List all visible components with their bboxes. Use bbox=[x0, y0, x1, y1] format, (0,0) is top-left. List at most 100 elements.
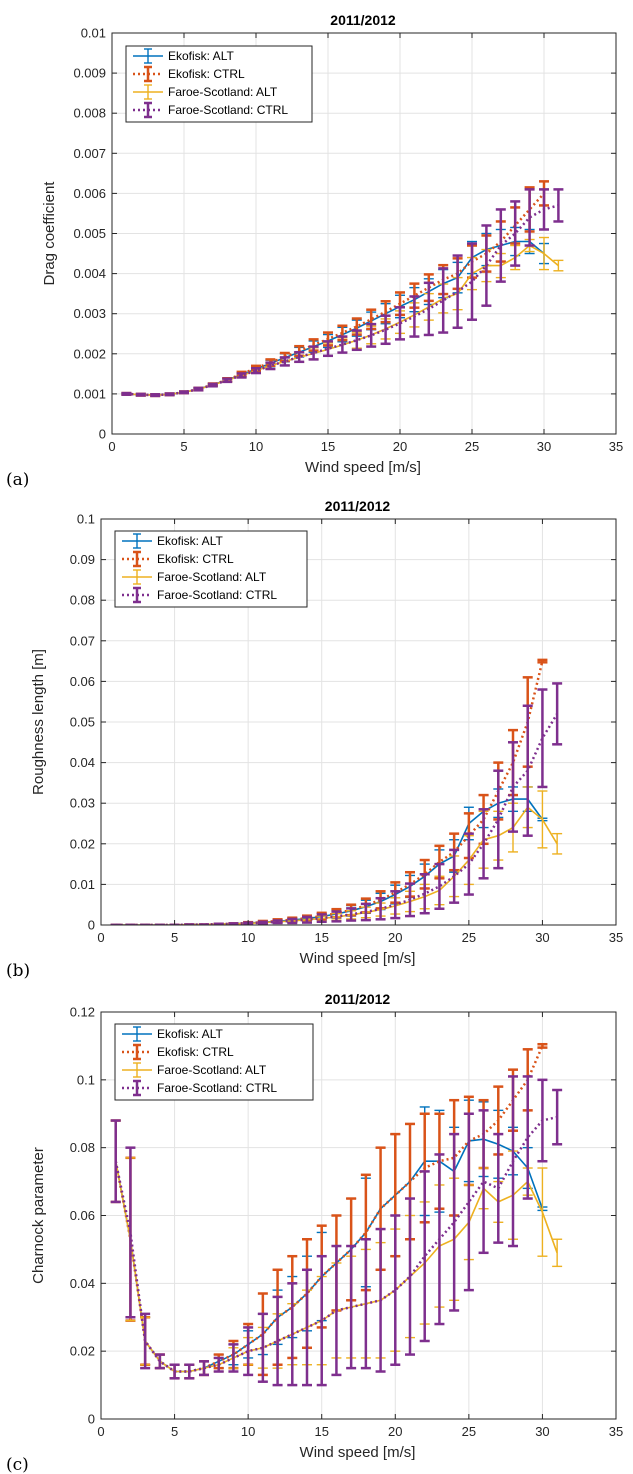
series-line bbox=[115, 798, 544, 925]
y-tick-label: 0.004 bbox=[73, 266, 106, 281]
x-tick-label: 10 bbox=[241, 1424, 255, 1439]
x-tick-label: 20 bbox=[388, 930, 402, 945]
legend-entry-label: Faroe-Scotland: CTRL bbox=[157, 588, 277, 602]
y-tick-label: 0.04 bbox=[70, 1276, 95, 1291]
legend: Ekofisk: ALT Ekofisk: CTRL Faroe-Scotland:… bbox=[114, 530, 308, 608]
x-tick-label: 35 bbox=[609, 930, 623, 945]
series-line bbox=[126, 240, 545, 396]
series-faroe-ctrl bbox=[121, 188, 564, 398]
y-tick-label: 0 bbox=[88, 918, 95, 933]
x-tick-label: 5 bbox=[171, 930, 178, 945]
x-axis-label: Wind speed [m/s] bbox=[300, 950, 416, 967]
x-tick-label: 10 bbox=[241, 930, 255, 945]
chart-title: 2011/2012 bbox=[325, 991, 391, 1007]
x-tick-label: 15 bbox=[314, 930, 328, 945]
y-tick-label: 0 bbox=[88, 1412, 95, 1427]
x-tick-label: 20 bbox=[388, 1424, 402, 1439]
y-tick-label: 0.04 bbox=[70, 755, 95, 770]
y-tick-label: 0 bbox=[99, 427, 106, 442]
x-tick-label: 0 bbox=[97, 1424, 104, 1439]
y-tick-label: 0.09 bbox=[70, 552, 95, 567]
series-ekofisk-alt bbox=[110, 1099, 548, 1380]
x-tick-label: 25 bbox=[462, 930, 476, 945]
legend-entry-label: Faroe-Scotland: ALT bbox=[168, 85, 278, 99]
series-ekofisk-ctrl bbox=[121, 180, 549, 398]
legend-entry-label: Faroe-Scotland: CTRL bbox=[168, 103, 288, 117]
chart-panel-a: 0 5 10 15 20 25 30 35 0 0.001 0.002 0.003 0.004 0.005… bbox=[6, 12, 623, 490]
series-faroe-ctrl bbox=[110, 1075, 563, 1387]
y-tick-label: 0.007 bbox=[73, 146, 106, 161]
y-tick-label: 0.02 bbox=[70, 1344, 95, 1359]
y-tick-label: 0.07 bbox=[70, 633, 95, 648]
legend: Ekofisk: ALT Ekofisk: CTRL Faroe-Scotland:… bbox=[114, 1023, 314, 1101]
legend-box bbox=[125, 45, 313, 123]
y-tick-label: 0.001 bbox=[73, 386, 106, 401]
legend: Ekofisk: ALT Ekofisk: CTRL Faroe-Scotland:… bbox=[125, 45, 313, 123]
x-tick-label: 0 bbox=[97, 930, 104, 945]
x-tick-label: 0 bbox=[108, 439, 115, 454]
chart-panel-b: 0 5 10 15 20 25 30 35 0 0.01 0.02 0.03 0.04 0.05 0.06 0… bbox=[6, 498, 623, 981]
panel-label: (b) bbox=[6, 961, 30, 981]
y-tick-label: 0.08 bbox=[70, 1140, 95, 1155]
x-tick-label: 15 bbox=[314, 1424, 328, 1439]
x-tick-label: 30 bbox=[537, 439, 551, 454]
series-line bbox=[114, 1115, 558, 1373]
series-ekofisk-alt bbox=[110, 786, 548, 925]
x-tick-label: 35 bbox=[609, 1424, 623, 1439]
y-axis-label: Charnock parameter bbox=[30, 1147, 47, 1284]
x-tick-label: 35 bbox=[609, 439, 623, 454]
series-group bbox=[110, 1042, 563, 1387]
y-tick-label: 0.02 bbox=[70, 836, 95, 851]
legend-entry-label: Ekofisk: CTRL bbox=[157, 552, 234, 566]
legend-entry-label: Ekofisk: CTRL bbox=[157, 1045, 234, 1059]
series-line bbox=[115, 806, 558, 925]
x-axis-label: Wind speed [m/s] bbox=[305, 459, 421, 476]
x-tick-label: 30 bbox=[535, 1424, 549, 1439]
y-tick-label: 0.06 bbox=[70, 674, 95, 689]
y-axis-label: Drag coefficient bbox=[41, 181, 58, 286]
series-ekofisk-ctrl bbox=[110, 658, 548, 925]
panel-label: (c) bbox=[6, 1455, 29, 1474]
y-tick-label: 0.006 bbox=[73, 186, 106, 201]
legend-entry-label: Ekofisk: ALT bbox=[157, 1027, 223, 1041]
y-tick-label: 0.01 bbox=[70, 877, 95, 892]
y-tick-label: 0.01 bbox=[81, 26, 106, 41]
x-tick-label: 15 bbox=[321, 439, 335, 454]
series-line bbox=[126, 192, 545, 397]
chart-panel-c: 0 5 10 15 20 25 30 35 0 0.02 0.04 0.06 0.08 0.1 0.12 20… bbox=[6, 991, 623, 1474]
panel-label: (a) bbox=[6, 470, 29, 490]
x-tick-label: 10 bbox=[249, 439, 263, 454]
legend-entry-label: Ekofisk: ALT bbox=[157, 534, 223, 548]
y-axis-label: Roughness length [m] bbox=[30, 649, 47, 795]
series-line bbox=[126, 244, 559, 396]
series-line bbox=[115, 713, 559, 925]
legend-entry-label: Ekofisk: CTRL bbox=[168, 67, 245, 81]
y-tick-label: 0.06 bbox=[70, 1208, 95, 1223]
x-tick-label: 30 bbox=[535, 930, 549, 945]
y-tick-label: 0.12 bbox=[70, 1005, 95, 1020]
chart-title: 2011/2012 bbox=[330, 12, 396, 28]
y-tick-label: 0.002 bbox=[73, 346, 106, 361]
x-axis-label: Wind speed [m/s] bbox=[300, 1444, 416, 1461]
series-faroe-ctrl bbox=[110, 682, 563, 925]
x-tick-label: 5 bbox=[171, 1424, 178, 1439]
y-tick-label: 0.08 bbox=[70, 593, 95, 608]
series-group bbox=[110, 658, 563, 925]
series-faroe-alt bbox=[110, 786, 563, 925]
series-line bbox=[114, 1138, 544, 1373]
legend-entry-label: Faroe-Scotland: CTRL bbox=[157, 1081, 277, 1095]
x-tick-label: 5 bbox=[180, 439, 187, 454]
y-tick-label: 0.005 bbox=[73, 226, 106, 241]
series-group bbox=[121, 180, 564, 398]
series-line bbox=[114, 1045, 544, 1373]
x-tick-label: 25 bbox=[465, 439, 479, 454]
y-tick-label: 0.05 bbox=[70, 715, 95, 730]
y-tick-label: 0.008 bbox=[73, 106, 106, 121]
series-line bbox=[115, 660, 544, 925]
y-tick-label: 0.003 bbox=[73, 306, 106, 321]
x-tick-label: 20 bbox=[393, 439, 407, 454]
chart-title: 2011/2012 bbox=[325, 498, 391, 514]
y-tick-label: 0.1 bbox=[77, 512, 95, 527]
series-ekofisk-alt bbox=[121, 226, 549, 397]
y-tick-label: 0.03 bbox=[70, 796, 95, 811]
